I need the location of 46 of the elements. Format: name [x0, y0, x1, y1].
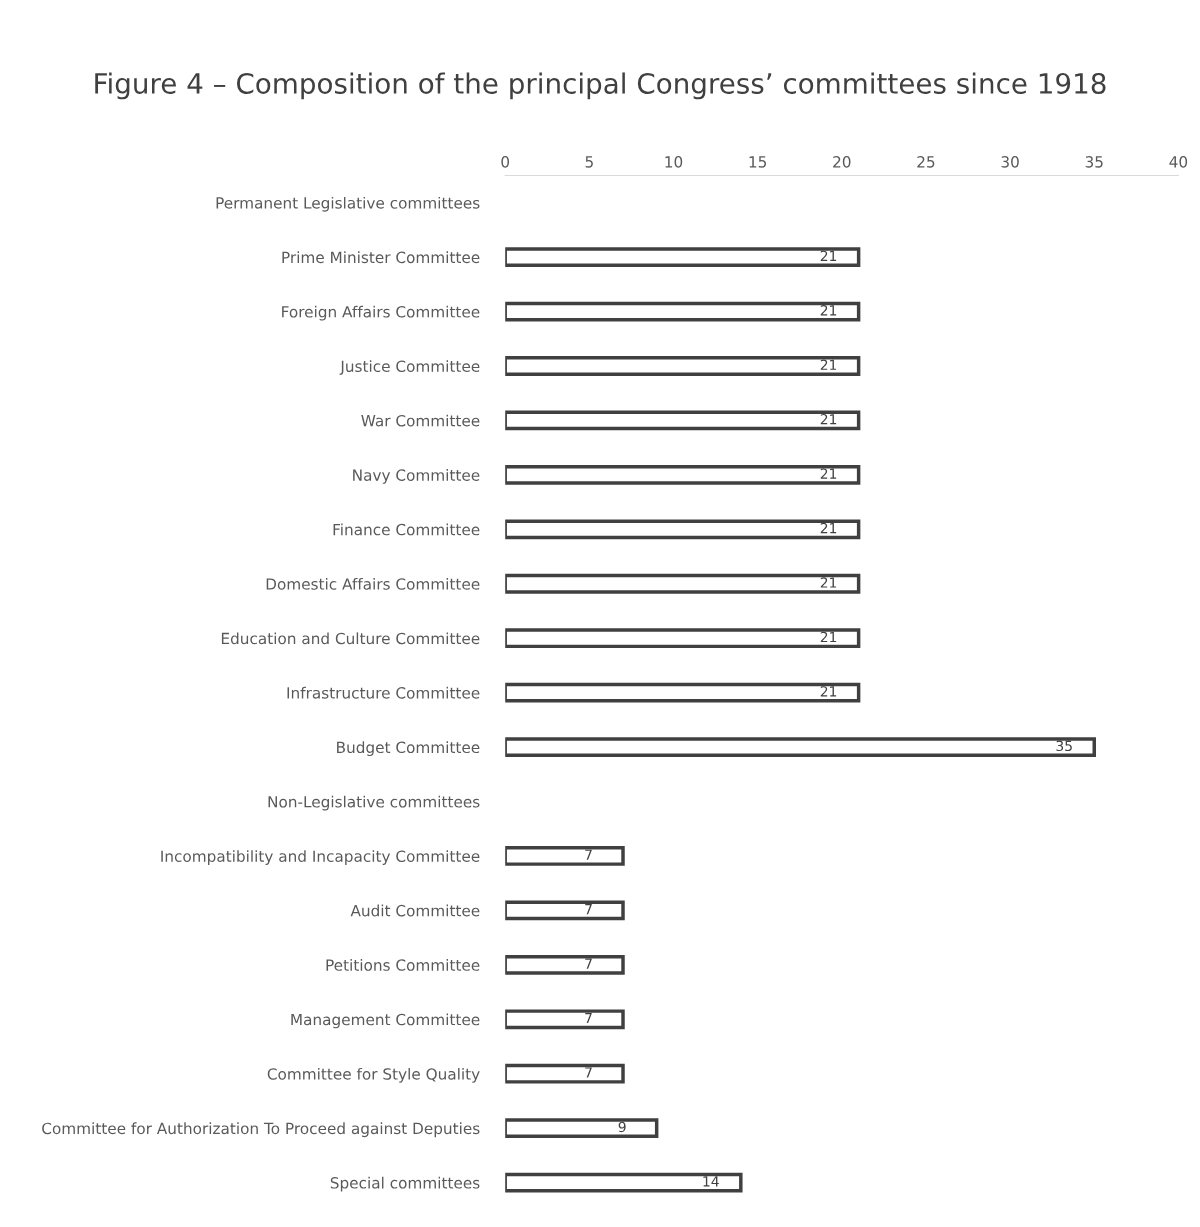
x-tick-label: 20: [833, 156, 851, 168]
data-label: 7: [585, 1012, 592, 1024]
y-tick-label: Committee for Authorization To Proceed against Deputies: [42, 1122, 480, 1138]
y-tick-label: Special committees: [330, 1176, 480, 1192]
data-label: 7: [585, 904, 592, 915]
chart-title: Figure 4 – Composition of the principal Congress’ committees since 1918: [95, 72, 1106, 100]
data-label: 9: [618, 1121, 626, 1133]
y-tick-label: Prime Minister Committee: [282, 251, 480, 264]
data-label: 35: [1056, 740, 1072, 752]
y-tick-label: Management Committee: [291, 1013, 480, 1029]
data-label: 21: [820, 305, 837, 316]
data-label: 14: [703, 1176, 719, 1187]
y-tick-label: War Committee: [361, 414, 480, 427]
x-tick-label: 40: [1169, 156, 1188, 168]
x-tick-label: 15: [749, 156, 767, 168]
data-label: 21: [820, 250, 837, 261]
y-tick-label: Audit Committee: [350, 904, 480, 917]
x-tick-label: 35: [1085, 156, 1103, 168]
y-tick-label: Foreign Affairs Committee: [282, 305, 480, 321]
data-label: 21: [820, 413, 837, 425]
data-label: 7: [585, 849, 592, 860]
y-tick-label: Navy Committee: [353, 469, 480, 484]
y-tick-label: Committee for Style Quality: [267, 1067, 480, 1083]
y-tick-label: Justice Committee: [339, 360, 480, 375]
data-label: 21: [820, 686, 837, 697]
data-label: 21: [820, 359, 837, 370]
x-tick-label: 10: [665, 156, 683, 168]
y-tick-label: Infrastructure Committee: [287, 686, 480, 699]
data-label: 21: [820, 468, 837, 479]
y-tick-label: Petitions Committee: [326, 959, 480, 971]
y-tick-label: Education and Culture Committee: [221, 632, 480, 645]
y-tick-label: Permanent Legislative committees: [216, 196, 480, 212]
data-label: 7: [585, 1067, 592, 1078]
x-tick-label: 0: [501, 156, 510, 168]
x-tick-label: 30: [1001, 156, 1019, 168]
y-tick-label: Non-Legislative committees: [268, 795, 480, 811]
data-label: 7: [585, 958, 592, 969]
y-tick-label: Domestic Affairs Committee: [266, 577, 480, 590]
y-tick-label: Finance Committee: [333, 523, 480, 536]
y-tick-label: Incompatibility and Incapacity Committee: [161, 850, 480, 865]
data-label: 21: [820, 522, 837, 534]
data-label: 21: [820, 577, 837, 588]
data-label: 21: [820, 631, 837, 643]
y-tick-label: Budget Committee: [337, 741, 480, 757]
x-tick-label: 25: [917, 156, 935, 168]
x-tick-label: 5: [585, 156, 593, 168]
